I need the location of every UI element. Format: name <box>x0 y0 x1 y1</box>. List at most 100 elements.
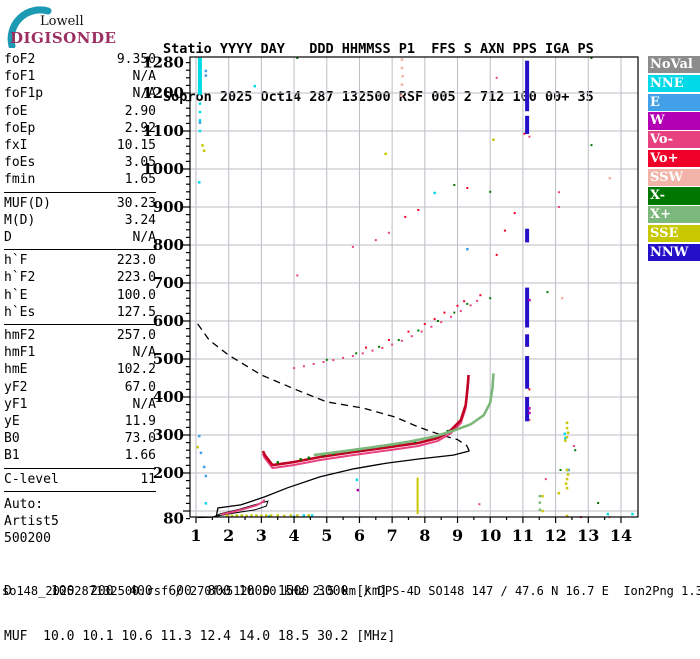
series-xplus-green-dots <box>538 501 542 504</box>
series-second-hop-red <box>456 304 459 307</box>
param-row: h`F 223.0 <box>4 252 156 269</box>
separator <box>4 324 156 326</box>
param-name: C-level <box>4 471 59 487</box>
series-nnw-blue-column <box>525 60 530 112</box>
series-nne-cyan-dots <box>253 84 257 88</box>
param-name: foEs <box>4 155 36 171</box>
param-row: B0 73.0 <box>4 430 156 447</box>
series-second-hop-red <box>495 253 498 256</box>
series-sse-yellow-dots <box>230 514 234 518</box>
drift-direction-legend: NoVal NNE E W Vo- Vo+ SSW X- X+ SSE NNW <box>648 56 700 261</box>
series-second-hop-red <box>365 346 367 349</box>
param-row: MUF(D) 30.23 <box>4 195 156 212</box>
series-f-trace-omode <box>261 374 470 467</box>
series-sse-yellow-dots <box>566 473 570 476</box>
param-row: hmE 102.2 <box>4 361 156 378</box>
series-sse-yellow-dots <box>255 514 258 517</box>
series-sse-yellow-dots <box>565 421 569 425</box>
series-high-scatter-pink <box>495 76 498 79</box>
series-second-hop-red <box>503 229 506 232</box>
param-row: fmin 1.65 <box>4 171 156 188</box>
series-second-hop-pink <box>322 361 325 363</box>
series-second-hop-green <box>325 358 328 361</box>
param-value: N/A <box>132 396 156 412</box>
param-row: foEp 2.92 <box>4 120 156 137</box>
series-second-hop-green <box>397 339 400 341</box>
series-high-scatter-pink <box>374 239 377 242</box>
separator <box>4 467 156 469</box>
digisonde-logo: Lowell DIGISONDE <box>4 4 144 50</box>
param-name: foEp <box>4 120 36 136</box>
series-second-hop-green <box>489 297 492 300</box>
series-second-hop-green <box>355 352 358 355</box>
param-row: foF1p N/A <box>4 85 156 102</box>
param-name: fxI <box>4 138 28 154</box>
series-nne-cyan-dots <box>355 478 359 482</box>
series-second-hop-pink <box>312 362 315 365</box>
series-ssw-salmon-dots <box>400 94 403 97</box>
series-second-hop-red <box>463 300 466 303</box>
series-high-scatter-green <box>296 57 299 59</box>
param-value: 10.15 <box>116 138 156 154</box>
param-row: yE 11.9 <box>4 413 156 430</box>
series-sse-yellow-dots <box>265 514 268 517</box>
legend-item-xminus: X- <box>648 187 700 205</box>
series-e-blue-dots <box>204 474 208 478</box>
series-ssw-salmon-dots <box>401 75 404 78</box>
series-high-scatter-pink <box>557 191 560 194</box>
param-name: hmE <box>4 362 28 378</box>
legend-item-voplus: Vo+ <box>648 149 700 168</box>
x-axis-label: 9 <box>452 526 463 545</box>
param-value: 3.05 <box>124 155 156 171</box>
series-second-hop-pink <box>420 330 423 333</box>
series-sse-yellow-dots <box>565 436 569 439</box>
param-row: M(D) 3.24 <box>4 212 156 229</box>
series-sse-yellow-dots <box>307 514 310 517</box>
legend-item-vominus: Vo- <box>648 131 700 149</box>
series-xplus-green-dots <box>538 508 542 512</box>
param-row: foEs 3.05 <box>4 154 156 171</box>
series-w-magenta-dots <box>528 407 531 410</box>
series-sse-yellow-dots <box>235 514 239 517</box>
param-name: h`F <box>4 253 28 269</box>
series-high-scatter-green <box>574 449 577 452</box>
param-value: 73.0 <box>124 431 156 447</box>
param-value: 30.23 <box>116 195 156 211</box>
param-row: foE 2.90 <box>4 103 156 120</box>
param-value: 9.350 <box>116 52 156 67</box>
parameter-panel: foF2 9.350 foF1 N/A foF1p N/A foE 2.90 foEp 2.92 f… <box>4 51 156 547</box>
param-name: yE <box>4 414 20 430</box>
series-sse-yellow-dots <box>566 431 570 434</box>
series-sse-yellow-dots <box>541 494 544 498</box>
param-value: N/A <box>132 86 156 102</box>
ionogram-plot: 1 2 3 4 5 6 7 8 9 10 11 12 13 14128012001100100090080… <box>142 54 639 545</box>
param-name: yF1 <box>4 396 28 412</box>
series-nne-cyan-dots <box>606 512 610 516</box>
series-sse-yellow-dots <box>564 482 568 485</box>
series-f-trace-xmode-dots <box>307 456 310 460</box>
series-high-scatter-green <box>590 57 593 59</box>
param-name: foF1p <box>4 86 44 102</box>
series-sse-yellow-dots <box>245 514 248 518</box>
series-high-scatter-pink <box>528 135 531 138</box>
separator <box>4 249 156 251</box>
series-true-height-profile <box>197 450 470 519</box>
y-axis-label: 1200 <box>142 84 184 102</box>
series-sse-yellow-dots <box>492 138 495 141</box>
series-high-scatter-red <box>523 132 526 135</box>
series-e-blue-dots <box>567 468 570 472</box>
param-row: hmF1 N/A <box>4 344 156 361</box>
series-sse-yellow-dots <box>225 514 229 517</box>
series-second-hop-pink <box>391 343 394 346</box>
series-sse-yellow-column <box>416 477 419 515</box>
series-es-trace-pink <box>221 499 266 516</box>
y-axis-label: 400 <box>153 388 184 406</box>
logo-arc-icon <box>7 6 52 50</box>
param-name: h`F2 <box>4 270 36 286</box>
param-name: B0 <box>4 431 20 447</box>
series-topside-model-dashed <box>197 323 470 452</box>
series-nnw-blue-column <box>525 334 530 347</box>
series-nnw-blue-column <box>525 228 530 243</box>
param-value: N/A <box>132 230 156 246</box>
y-axis-label: 700 <box>153 274 184 292</box>
